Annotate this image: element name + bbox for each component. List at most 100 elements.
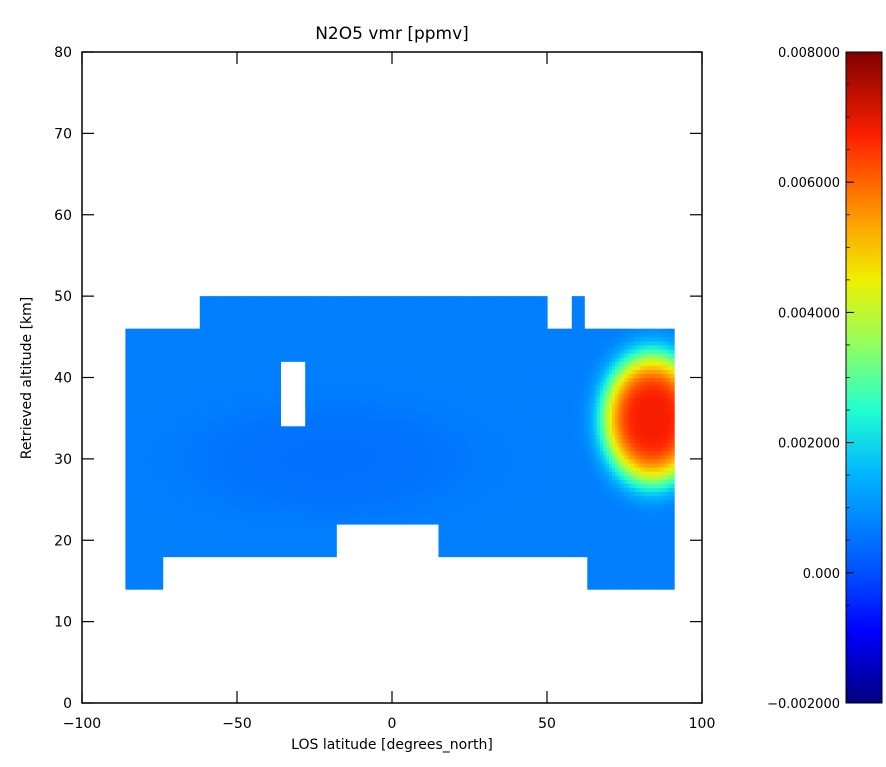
heat-cell <box>175 479 179 484</box>
heat-cell <box>255 536 260 541</box>
heat-cell <box>364 458 368 464</box>
heat-cell <box>215 405 219 411</box>
heat-cell <box>274 401 278 407</box>
heat-cell <box>224 467 229 472</box>
heat-cell <box>199 353 204 358</box>
heat-cell <box>137 462 142 468</box>
heat-cell <box>345 373 350 379</box>
heat-cell <box>171 385 176 391</box>
heat-cell <box>190 475 195 480</box>
heat-cell <box>333 467 337 472</box>
heat-cell <box>150 414 154 419</box>
heat-cell <box>156 377 161 383</box>
heat-cell <box>345 316 350 322</box>
heat-cell <box>323 511 328 517</box>
heat-cell <box>345 385 350 391</box>
heat-cell <box>376 414 381 419</box>
heat-cell <box>354 332 359 338</box>
heat-cell <box>246 324 250 330</box>
heat-cell <box>165 389 170 395</box>
heat-cell <box>305 324 309 330</box>
heat-cell <box>233 523 238 529</box>
heat-cell <box>134 495 139 501</box>
heat-cell <box>209 491 213 497</box>
heat-cell <box>131 357 136 362</box>
heat-cell <box>165 426 170 431</box>
heat-cell <box>302 487 306 493</box>
heat-cell <box>286 491 291 497</box>
heat-cell <box>224 462 229 468</box>
heat-cell <box>311 361 316 366</box>
heat-cell <box>348 336 353 342</box>
heat-cell <box>137 365 142 370</box>
heat-cell <box>218 349 223 354</box>
heat-cell <box>255 446 260 452</box>
heat-cell <box>218 300 223 305</box>
heat-cell <box>243 353 247 358</box>
heat-cell <box>209 454 213 460</box>
heat-cell <box>147 507 151 513</box>
heat-cell <box>277 442 281 448</box>
heat-cell <box>134 564 139 570</box>
heat-cell <box>317 361 322 366</box>
heat-cell <box>283 532 288 537</box>
heat-cell <box>218 467 223 472</box>
heat-cell <box>258 532 263 537</box>
heat-cell <box>212 336 216 342</box>
heat-cell <box>243 296 247 301</box>
heat-cell <box>184 422 188 427</box>
heat-cell <box>376 438 381 444</box>
heat-cell <box>184 414 188 419</box>
heat-cell <box>144 515 148 521</box>
heat-cell <box>224 365 229 370</box>
heat-cell <box>330 479 334 484</box>
heat-cell <box>308 552 312 558</box>
heat-cell <box>199 296 204 301</box>
heat-cell <box>361 353 365 358</box>
heat-cell <box>171 458 176 464</box>
heat-cell <box>326 385 331 391</box>
heat-cell <box>212 316 216 322</box>
heat-cell <box>150 361 154 366</box>
heat-cell <box>175 365 179 370</box>
heat-cell <box>165 491 170 497</box>
heat-cell <box>233 328 238 334</box>
heat-cell <box>202 471 207 476</box>
heat-cell <box>261 458 266 464</box>
heat-cell <box>175 344 179 350</box>
heat-cell <box>184 523 188 529</box>
heat-cell <box>240 369 244 375</box>
heat-cell <box>339 462 343 468</box>
heat-cell <box>373 511 378 517</box>
heat-cell <box>277 450 281 456</box>
heat-cell <box>249 548 254 554</box>
heat-cell <box>147 430 151 436</box>
heat-cell <box>221 389 226 395</box>
heat-cell <box>336 397 340 403</box>
heat-cell <box>376 446 381 452</box>
heat-cell <box>240 454 244 460</box>
heat-cell <box>243 336 247 342</box>
heat-cell <box>156 397 161 403</box>
heat-cell <box>128 328 133 334</box>
heat-cell <box>171 552 176 558</box>
heat-cell <box>339 312 343 318</box>
heat-cell <box>221 405 226 411</box>
heat-cell <box>314 393 319 399</box>
heat-cell <box>224 536 229 541</box>
heat-cell <box>187 491 192 497</box>
heat-cell <box>218 430 223 436</box>
heat-cell <box>354 353 359 358</box>
heat-cell <box>326 312 331 318</box>
heat-cell <box>212 548 216 554</box>
heat-cell <box>199 361 204 366</box>
heat-cell <box>243 426 247 431</box>
heat-cell <box>367 369 371 375</box>
heat-cell <box>326 393 331 399</box>
heat-cell <box>187 422 192 427</box>
heat-cell <box>361 450 365 456</box>
heat-cell <box>357 458 362 464</box>
heat-cell <box>286 308 291 313</box>
heat-cell <box>168 552 173 558</box>
heat-cell <box>125 393 130 399</box>
